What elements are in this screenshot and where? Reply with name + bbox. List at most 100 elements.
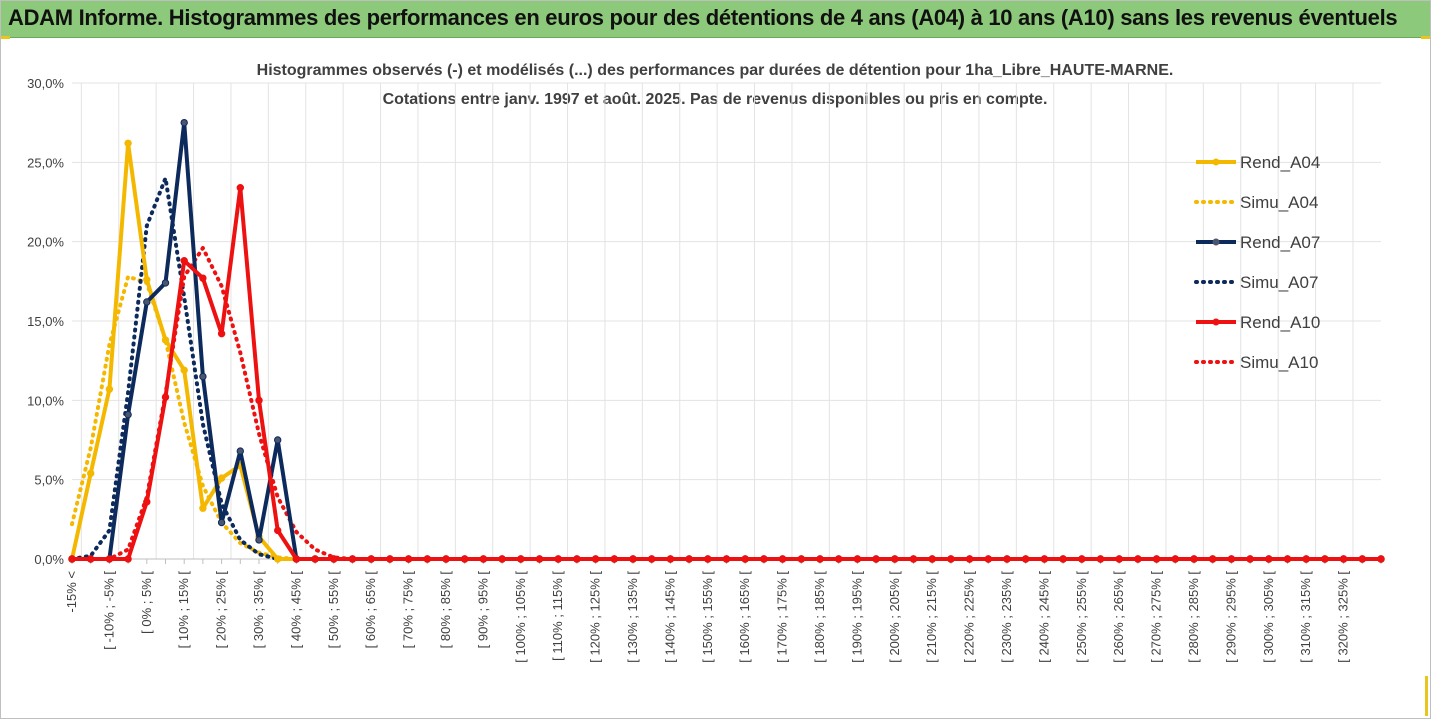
data-point — [199, 372, 207, 381]
data-point — [1152, 555, 1161, 563]
data-point — [1096, 555, 1105, 563]
x-tick-label: [ 60% ; 65% [ — [363, 571, 378, 649]
legend-label: Rend_A10 — [1240, 313, 1320, 332]
data-point — [199, 274, 207, 282]
chart-title-line-1: Histogrammes observés (-) et modélisés (… — [257, 62, 1174, 79]
y-tick-label: 0,0% — [34, 552, 64, 567]
data-point — [386, 555, 394, 563]
data-point — [255, 536, 263, 544]
data-point — [629, 555, 637, 563]
report-banner: ADAM Informe. Histogrammes des performan… — [0, 0, 1431, 38]
x-tick-label: [ 90% ; 95% [ — [475, 571, 490, 649]
x-tick-label: [ 220% ; 225% [ — [962, 571, 977, 663]
data-point — [461, 555, 469, 563]
x-tick-label: -15% < — [64, 571, 79, 613]
data-point — [1358, 555, 1367, 563]
data-point — [143, 298, 151, 306]
x-tick-label: [ 270% ; 275% [ — [1149, 571, 1164, 663]
x-tick-label: [ 190% ; 195% [ — [849, 571, 864, 663]
legend-label: Simu_A07 — [1240, 273, 1318, 292]
x-tick-label: [ 240% ; 245% [ — [1036, 571, 1051, 663]
data-point — [180, 366, 188, 374]
data-point — [236, 184, 245, 192]
report-title: ADAM Informe. Histogrammes des performan… — [8, 5, 1398, 30]
data-point — [105, 555, 114, 563]
legend-marker — [1212, 238, 1220, 246]
data-point — [1246, 555, 1254, 563]
data-point — [217, 518, 226, 527]
y-tick-label: 30,0% — [27, 76, 64, 91]
data-point — [648, 555, 656, 563]
data-point — [797, 555, 805, 563]
x-tick-label: [ 50% ; 55% [ — [326, 571, 341, 649]
data-point — [741, 555, 749, 563]
data-point — [610, 555, 618, 563]
data-point — [217, 329, 226, 338]
data-point — [535, 555, 544, 563]
data-point — [255, 396, 263, 405]
x-tick-label: [ 100% ; 105% [ — [513, 571, 528, 663]
data-point — [1003, 555, 1011, 563]
data-point — [722, 555, 731, 563]
data-point — [704, 555, 712, 563]
legend-marker — [1212, 318, 1220, 326]
x-tick-label: [ 40% ; 45% [ — [288, 571, 303, 649]
x-tick-label: [ 160% ; 165% [ — [737, 571, 752, 663]
data-point — [143, 276, 151, 284]
data-point — [105, 385, 114, 393]
x-tick-label: [ 30% ; 35% [ — [251, 571, 266, 649]
data-point — [180, 118, 188, 127]
data-point — [909, 555, 918, 563]
data-point — [348, 555, 357, 563]
data-point — [517, 555, 525, 563]
data-point — [554, 555, 562, 563]
x-tick-label: [ 140% ; 145% [ — [662, 571, 677, 663]
legend-marker — [1212, 158, 1220, 166]
data-point — [367, 555, 375, 563]
data-point — [68, 555, 76, 563]
data-point — [124, 555, 132, 563]
x-tick-label: [ 300% ; 305% [ — [1261, 571, 1276, 663]
x-tick-label: [ 290% ; 295% [ — [1223, 571, 1238, 663]
legend-label: Rend_A04 — [1240, 153, 1320, 172]
x-tick-label: [ 80% ; 85% [ — [438, 571, 453, 649]
data-point — [1209, 555, 1217, 563]
x-tick-label: [ 110% ; 115% [ — [550, 571, 565, 661]
corner-mark-top-right — [1421, 36, 1431, 39]
x-tick-label: [ 170% ; 175% [ — [775, 571, 790, 663]
data-point — [947, 555, 955, 563]
data-point — [1227, 555, 1236, 563]
data-point — [1078, 555, 1086, 563]
data-point — [274, 526, 282, 535]
data-point — [87, 469, 95, 478]
data-point — [1321, 555, 1329, 563]
x-tick-label: [ 210% ; 215% [ — [924, 571, 939, 663]
x-tick-label: [ 0% ; 5% [ — [139, 571, 154, 634]
chart-title-line-2: Cotations entre janv. 1997 et août. 2025… — [383, 91, 1048, 108]
data-point — [498, 555, 506, 563]
data-point — [161, 279, 170, 287]
data-point — [872, 555, 880, 563]
data-point — [423, 555, 431, 563]
data-point — [1265, 555, 1273, 563]
y-tick-label: 25,0% — [27, 155, 64, 170]
data-point — [199, 504, 207, 512]
data-point — [180, 257, 188, 265]
data-point — [143, 498, 151, 506]
y-tick-label: 15,0% — [27, 314, 64, 329]
y-tick-label: 10,0% — [27, 393, 64, 408]
legend-label: Simu_A04 — [1240, 193, 1318, 212]
data-point — [891, 555, 899, 563]
data-point — [217, 474, 226, 482]
data-point — [778, 555, 787, 563]
x-tick-label: [ 180% ; 185% [ — [812, 571, 827, 663]
legend-label: Rend_A07 — [1240, 233, 1320, 252]
x-tick-label: [ 280% ; 285% [ — [1186, 571, 1201, 663]
x-tick-label: [ 70% ; 75% [ — [401, 571, 416, 649]
data-point — [479, 555, 488, 563]
x-tick-label: [ 150% ; 155% [ — [700, 571, 715, 663]
corner-mark-top-left — [0, 36, 10, 39]
data-point — [311, 555, 319, 563]
data-point — [816, 555, 824, 563]
